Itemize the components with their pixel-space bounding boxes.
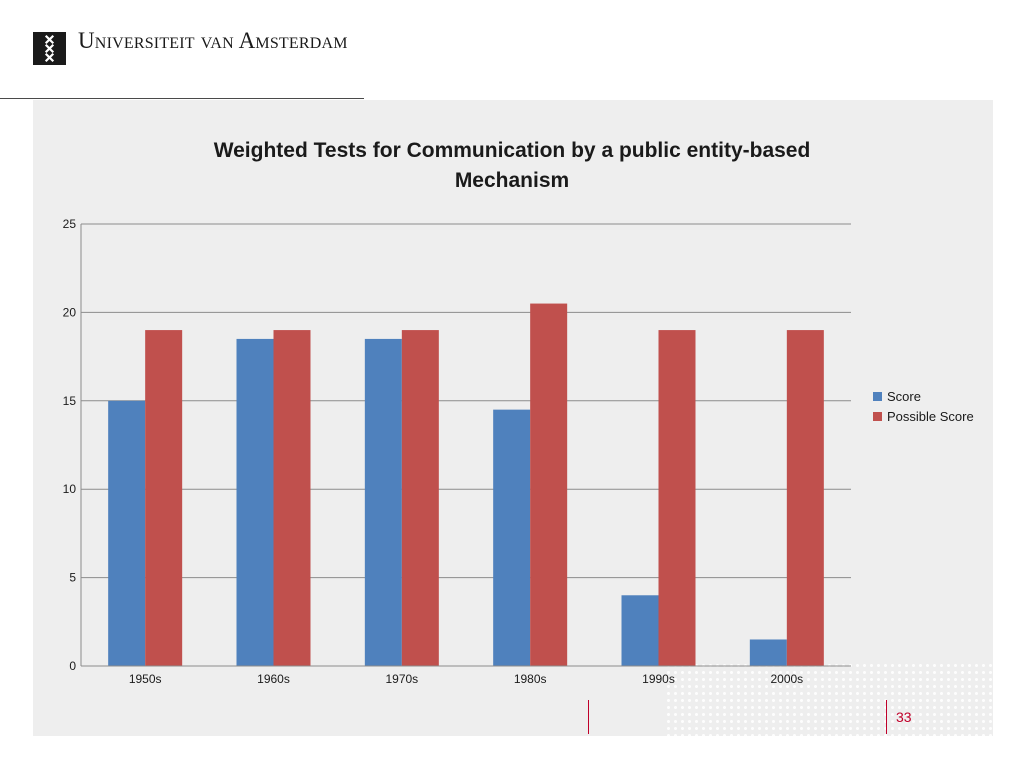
crosses-icon bbox=[44, 34, 55, 63]
bar-possible-score-1990s bbox=[658, 330, 696, 666]
y-tick-label: 0 bbox=[69, 659, 76, 673]
bar-possible-score-1960s bbox=[273, 330, 311, 666]
bar-possible-score-1970s bbox=[401, 330, 439, 666]
bar-possible-score-1980s bbox=[530, 303, 568, 666]
footer-divider-right bbox=[886, 700, 887, 734]
bar-score-1970s bbox=[364, 338, 402, 666]
y-tick-label: 15 bbox=[63, 394, 77, 408]
header-divider bbox=[0, 98, 364, 99]
x-tick-label: 1980s bbox=[514, 672, 547, 686]
chart-legend: Score Possible Score bbox=[873, 386, 974, 426]
bar-possible-score-2000s bbox=[786, 330, 824, 666]
y-tick-label: 5 bbox=[69, 571, 76, 585]
footer-divider-left bbox=[588, 700, 589, 734]
dotted-pattern bbox=[665, 662, 993, 736]
x-tick-label: 1970s bbox=[385, 672, 418, 686]
legend-item-possible-score: Possible Score bbox=[873, 406, 974, 426]
bar-score-1950s bbox=[108, 400, 146, 666]
bar-possible-score-1950s bbox=[145, 330, 183, 666]
y-tick-label: 20 bbox=[63, 305, 77, 319]
x-tick-label: 1960s bbox=[257, 672, 290, 686]
bar-score-1990s bbox=[621, 595, 659, 666]
bar-score-1960s bbox=[236, 338, 274, 666]
bar-score-2000s bbox=[749, 639, 787, 666]
page-number: 33 bbox=[896, 709, 912, 725]
x-tick-label: 2000s bbox=[770, 672, 803, 686]
legend-swatch-possible-score bbox=[873, 411, 882, 421]
x-tick-label: 1990s bbox=[642, 672, 675, 686]
university-name: Universiteit van Amsterdam bbox=[78, 28, 348, 53]
legend-label-possible-score: Possible Score bbox=[887, 408, 974, 424]
legend-swatch-score bbox=[873, 391, 882, 401]
chart-title: Weighted Tests for Communication by a pu… bbox=[213, 139, 811, 192]
y-tick-label: 25 bbox=[63, 217, 77, 231]
x-tick-label: 1950s bbox=[129, 672, 162, 686]
university-logo bbox=[33, 32, 66, 65]
bar-score-1980s bbox=[493, 409, 531, 666]
legend-label-score: Score bbox=[887, 388, 921, 404]
y-tick-label: 10 bbox=[63, 482, 77, 496]
legend-item-score: Score bbox=[873, 386, 974, 406]
